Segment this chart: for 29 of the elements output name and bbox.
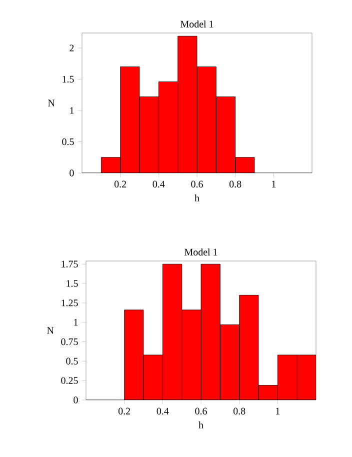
x-tick-label: 0.4 [156,408,169,415]
y-tick-label: 0.5 [62,138,74,146]
x-tick-label: 1 [276,408,280,414]
y-tick-label: 0.25 [61,377,78,384]
y-tick-label: 2 [70,44,74,52]
y-tick-label: 0 [70,170,74,176]
chart-title: Model 1 [180,20,214,28]
x-axis-title: h [194,194,200,202]
y-tick-label: 1.25 [62,300,78,306]
y-axis-title: N [48,100,55,106]
x-tick-label: 0.6 [191,180,203,188]
x-tick-label: 0.8 [233,408,246,415]
x-axis-title: h [198,421,204,428]
x-tick-label: 0.2 [114,180,126,188]
x-tick-label: 0.2 [118,408,130,415]
x-tick-label: 1 [272,180,276,188]
y-axis-title: N [47,327,54,334]
x-tick-label: 0.6 [195,408,207,415]
y-tick-label: 0 [74,396,78,404]
y-tick-label: 1 [70,107,74,114]
y-tick-label: 1.75 [62,260,78,268]
y-tick-label: 1 [74,319,78,326]
y-tick-label: 1.5 [62,76,74,83]
y-tick-label: 0.75 [61,338,78,346]
x-tick-label: 0.8 [229,180,242,188]
y-tick-label: 1.5 [66,280,78,287]
y-tick-label: 0.5 [66,358,78,365]
x-tick-label: 0.4 [152,180,165,188]
chart-title: Model 1 [184,248,218,256]
